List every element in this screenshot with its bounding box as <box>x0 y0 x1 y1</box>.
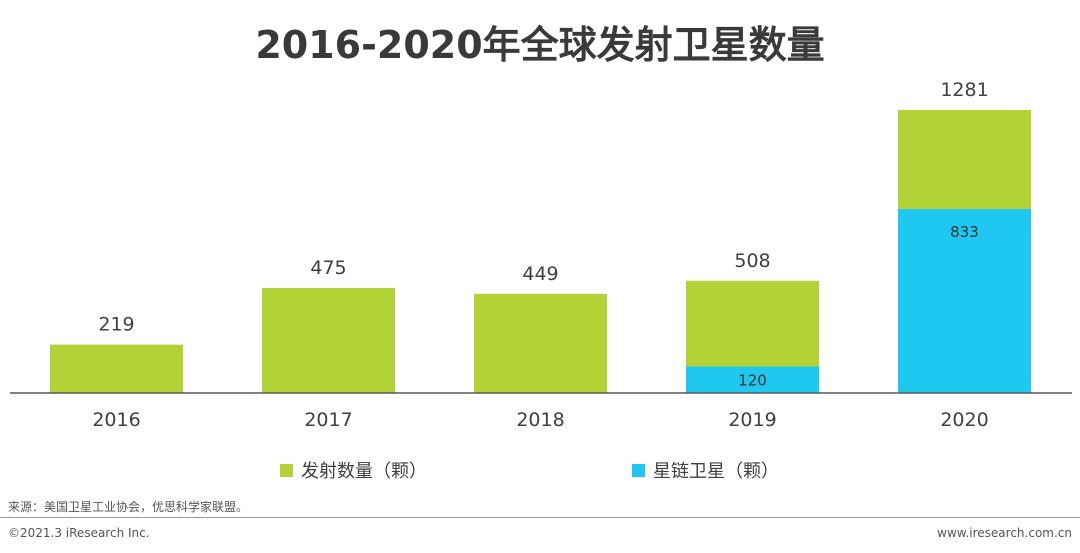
bar-launches-2019 <box>686 280 819 367</box>
legend-item-starlink: 星链卫星（颗） <box>632 458 779 482</box>
bar-starlink-2019 <box>686 366 819 393</box>
legend-label-starlink: 星链卫星（颗） <box>653 461 779 482</box>
data-label-total-2017: 475 <box>310 257 346 279</box>
chart-title: 2016-2020年全球发射卫星数量 <box>255 23 825 67</box>
data-label-total-2019: 508 <box>734 250 770 272</box>
footer-divider <box>0 517 1080 518</box>
copyright-text: ©2021.3 iResearch Inc. <box>8 526 150 540</box>
legend-swatch-starlink <box>632 463 645 477</box>
bar-launches-2016 <box>50 344 183 393</box>
legend-item-launches: 发射数量（颗） <box>280 458 427 482</box>
data-label-starlink-2019: 120 <box>738 372 767 390</box>
data-label-total-2018: 449 <box>522 263 558 285</box>
labels-layer: 219 2016 475 2017 449 2018 508 120 2019 1281 833 20… <box>92 79 988 431</box>
x-tick-label-2020: 2020 <box>940 409 988 431</box>
bar-launches-2017 <box>262 288 395 393</box>
x-tick-label-2017: 2017 <box>304 409 352 431</box>
legend-label-launches: 发射数量（颗） <box>301 461 427 482</box>
source-note: 来源：美国卫星工业协会，优思科学家联盟。 <box>8 500 249 514</box>
data-label-starlink-2020: 833 <box>950 223 979 241</box>
website-link[interactable]: www.iresearch.com.cn <box>937 526 1072 540</box>
data-label-total-2016: 219 <box>98 314 134 336</box>
data-label-total-2020: 1281 <box>940 79 988 101</box>
bar-starlink-2020 <box>898 208 1031 393</box>
bars-layer <box>50 110 1031 393</box>
bar-launches-2018 <box>474 293 607 393</box>
x-tick-label-2019: 2019 <box>728 409 776 431</box>
legend-swatch-launches <box>280 463 293 477</box>
x-tick-label-2016: 2016 <box>92 409 140 431</box>
x-tick-label-2018: 2018 <box>516 409 564 431</box>
bar-launches-2020 <box>898 110 1031 209</box>
